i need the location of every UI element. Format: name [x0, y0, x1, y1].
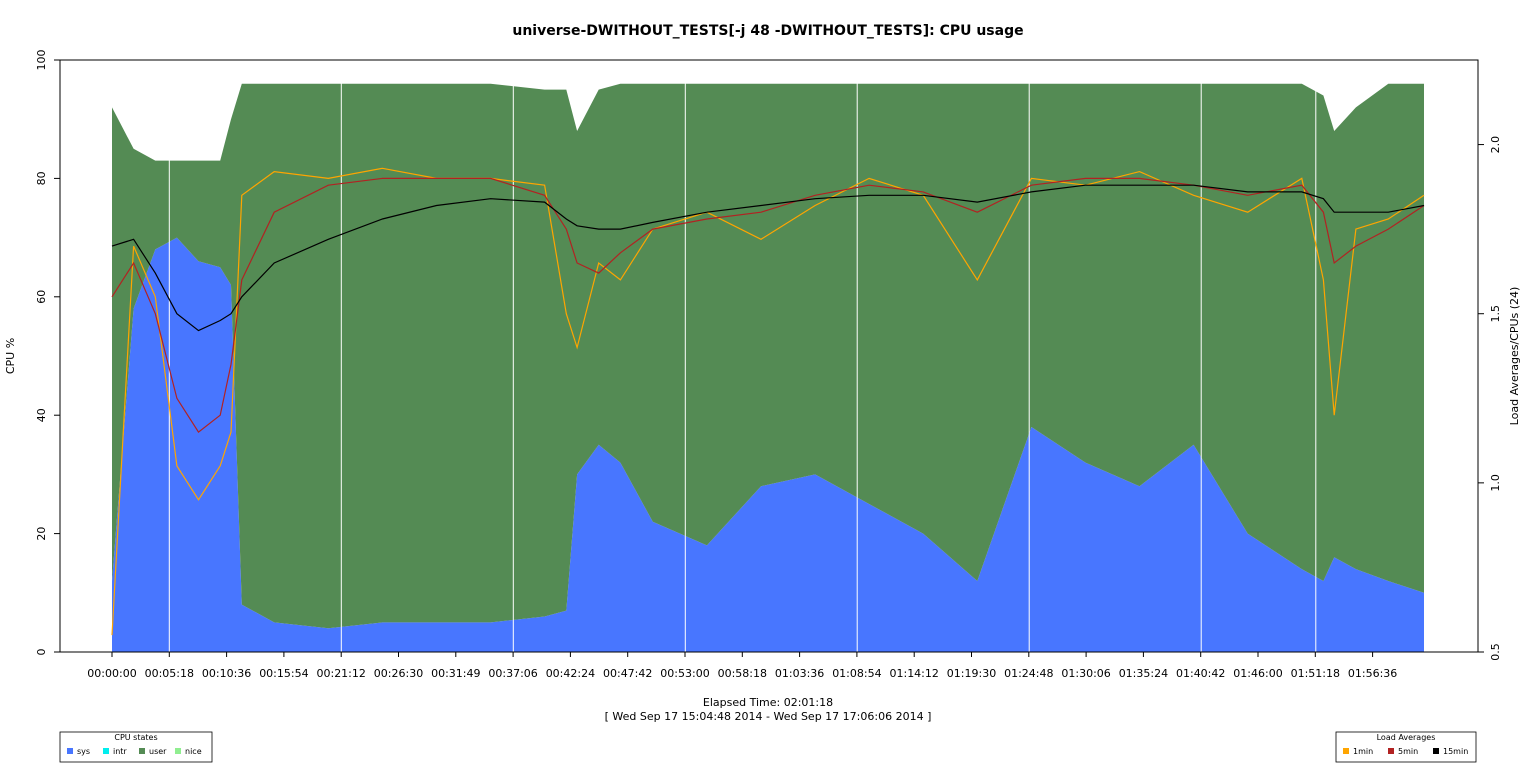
x-tick-label-11: 00:58:18 — [718, 667, 767, 680]
y-axis-left: 0 20 40 60 80 100 — [35, 50, 60, 656]
y-axis-label: CPU % — [4, 338, 17, 374]
x-tick-label-10: 00:53:00 — [660, 667, 709, 680]
x-tick-label-18: 01:35:24 — [1119, 667, 1168, 680]
y2-tick-label-0: 0.5 — [1489, 643, 1502, 661]
x-tick-label-0: 00:00:00 — [87, 667, 136, 680]
legend-label-user: user — [149, 747, 167, 756]
x-tick-label-2: 00:10:36 — [202, 667, 251, 680]
legend-label-nice: nice — [185, 747, 202, 756]
legend-label-sys: sys — [77, 747, 90, 756]
x-tick-label-22: 01:56:36 — [1348, 667, 1397, 680]
legend-load-averages-title: Load Averages — [1377, 733, 1436, 742]
legend-swatch-sys — [67, 748, 73, 754]
legend-label-1min: 1min — [1353, 747, 1373, 756]
x-tick-label-14: 01:14:12 — [889, 667, 938, 680]
y2-tick-label-1: 1.0 — [1489, 474, 1502, 492]
y2-axis-label: Load Averages/CPUs (24) — [1508, 287, 1521, 426]
chart-title: universe-DWITHOUT_TESTS[-j 48 -DWITHOUT_… — [512, 23, 1023, 39]
x-tick-label-4: 00:21:12 — [316, 667, 365, 680]
x-tick-label-17: 01:30:06 — [1061, 667, 1110, 680]
y-tick-label-3: 60 — [35, 290, 48, 304]
line-5min — [111, 177, 1425, 433]
y-tick-label-2: 40 — [35, 408, 48, 422]
x-tick-label-7: 00:37:06 — [488, 667, 537, 680]
x-tick-label-12: 01:03:36 — [775, 667, 824, 680]
legend-label-15min: 15min — [1443, 747, 1468, 756]
x-tick-label-9: 00:47:42 — [603, 667, 652, 680]
line-1min — [111, 167, 1425, 636]
x-tick-label-21: 01:51:18 — [1291, 667, 1340, 680]
y-axis-right: 0.5 1.0 1.5 2.0 — [1478, 136, 1502, 661]
x-tick-label-8: 00:42:24 — [546, 667, 595, 680]
x-tick-label-6: 00:31:49 — [431, 667, 480, 680]
legend-swatch-user — [139, 748, 145, 754]
legend-swatch-1min — [1343, 748, 1349, 754]
y2-tick-label-2: 1.5 — [1489, 305, 1502, 323]
line-15min — [111, 184, 1425, 332]
area-user — [112, 83, 1424, 629]
plot-frame — [59, 59, 1479, 653]
marker-lines — [168, 60, 1317, 652]
load-average-lines — [111, 167, 1425, 636]
legend-label-intr: intr — [113, 747, 127, 756]
x-axis: 00:00:00 00:05:18 00:10:36 00:15:54 00:21:12… — [87, 652, 1397, 680]
x-tick-label-13: 01:08:54 — [832, 667, 881, 680]
legend-swatch-nice — [175, 748, 181, 754]
area-sys — [112, 237, 1424, 652]
legend-load-averages: Load Averages 1min 5min 15min — [1335, 731, 1477, 763]
legend-label-5min: 5min — [1398, 747, 1418, 756]
x-tick-label-16: 01:24:48 — [1004, 667, 1053, 680]
y-tick-label-1: 20 — [35, 527, 48, 541]
x-tick-label-19: 01:40:42 — [1176, 667, 1225, 680]
legend-swatch-15min — [1433, 748, 1439, 754]
y-tick-label-4: 80 — [35, 171, 48, 185]
x-axis-label: Elapsed Time: 02:01:18 — [703, 696, 833, 709]
x-tick-label-3: 00:15:54 — [259, 667, 308, 680]
legend-cpu-states-title: CPU states — [114, 733, 157, 742]
legend-cpu-states: CPU states sys intr user nice — [59, 731, 213, 763]
stacked-area-layer — [112, 83, 1424, 652]
x-axis-sublabel: [ Wed Sep 17 15:04:48 2014 - Wed Sep 17 … — [605, 710, 932, 723]
legend-swatch-intr — [103, 748, 109, 754]
x-tick-label-5: 00:26:30 — [374, 667, 423, 680]
x-tick-label-1: 00:05:18 — [145, 667, 194, 680]
x-tick-label-20: 01:46:00 — [1233, 667, 1282, 680]
x-tick-label-15: 01:19:30 — [947, 667, 996, 680]
y-tick-label-5: 100 — [35, 50, 48, 71]
y-tick-label-0: 0 — [35, 649, 48, 656]
legend-swatch-5min — [1388, 748, 1394, 754]
y2-tick-label-3: 2.0 — [1489, 136, 1502, 154]
